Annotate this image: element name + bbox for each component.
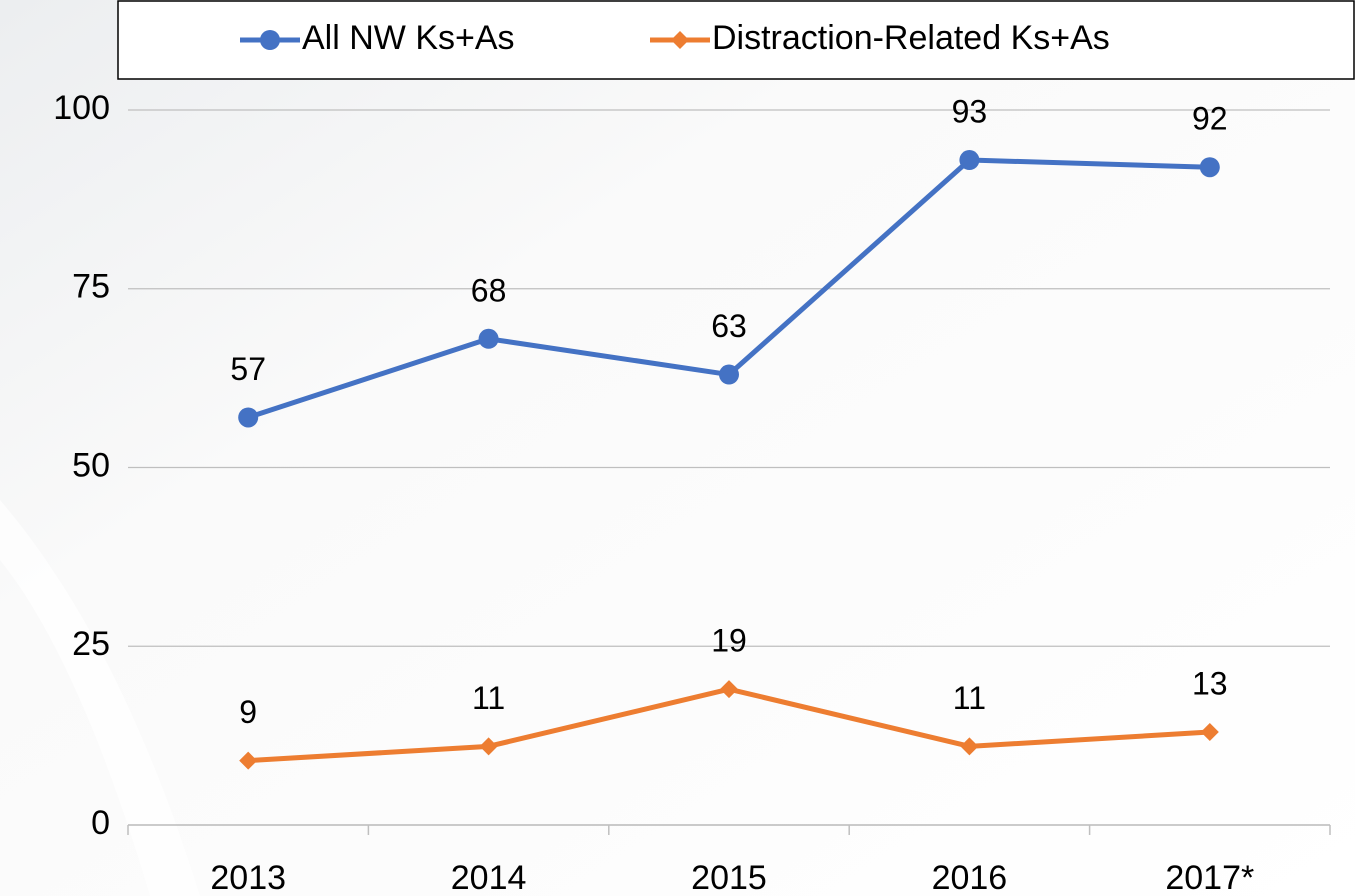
marker	[719, 364, 739, 385]
data-label: 92	[1192, 101, 1228, 137]
data-label: 11	[472, 680, 505, 716]
y-tick-label: 100	[53, 89, 110, 127]
x-tick-label: 2017*	[1165, 859, 1254, 896]
y-tick-label: 0	[91, 804, 110, 842]
background-swoosh	[0, 500, 200, 896]
legend-label: All NW Ks+As	[302, 19, 515, 57]
x-tick-label: 2013	[210, 859, 286, 896]
x-tick-label: 2015	[691, 859, 767, 896]
data-label: 68	[471, 272, 507, 308]
marker	[260, 30, 280, 50]
y-tick-label: 50	[72, 446, 110, 484]
data-label: 19	[711, 623, 747, 659]
legend-box	[117, 0, 1355, 80]
data-label: 9	[239, 694, 257, 730]
marker	[479, 737, 498, 756]
marker	[959, 150, 980, 171]
legend-label: Distraction-Related Ks+As	[712, 19, 1110, 57]
data-label: 13	[1192, 666, 1228, 702]
marker	[478, 328, 499, 349]
y-tick-label: 25	[72, 625, 110, 663]
marker	[238, 407, 259, 428]
x-tick-label: 2014	[451, 859, 527, 896]
data-label: 63	[711, 308, 747, 344]
x-tick-label: 2016	[932, 859, 1008, 896]
data-label: 11	[953, 680, 986, 716]
marker	[1199, 157, 1220, 178]
marker	[671, 31, 689, 49]
marker	[1200, 723, 1219, 742]
data-label: 57	[230, 351, 266, 387]
marker	[239, 751, 258, 770]
marker	[720, 680, 738, 699]
marker	[960, 737, 979, 756]
data-label: 93	[952, 94, 988, 130]
y-tick-label: 75	[72, 268, 110, 306]
